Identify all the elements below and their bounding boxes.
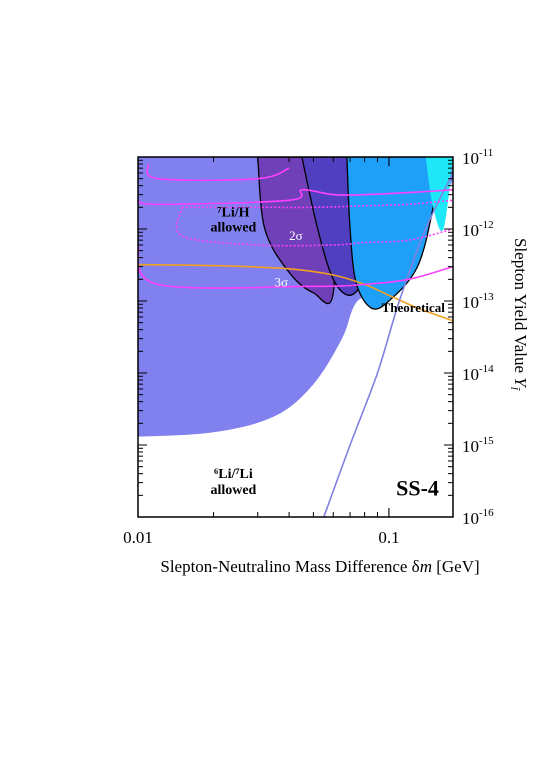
curve-0 [138, 263, 453, 322]
y-tick-label: 10-11 [462, 147, 493, 168]
region-3 [346, 157, 441, 310]
y-tick-label: 10-12 [462, 219, 494, 240]
axis-ticks [137, 156, 453, 518]
curve-5 [138, 188, 453, 206]
curve-6 [146, 163, 290, 182]
allowed-regions [138, 157, 453, 437]
x-tick-label: 0.01 [123, 528, 153, 547]
annotation-li7: ⁷Li/H allowed [210, 205, 256, 235]
y-tick-label: 10-14 [462, 363, 494, 384]
y-axis-label: Slepton Yield Value Yl̃ [508, 238, 530, 392]
x-axis-label: Slepton-Neutralino Mass Difference δm [G… [160, 557, 479, 576]
annotation-sigma3: 3σ [275, 274, 289, 289]
region-4 [425, 157, 453, 232]
annotation-theoretical: Theoretical [382, 300, 446, 315]
annotation-model: SS-4 [396, 475, 439, 500]
curve-1 [323, 172, 453, 517]
tick-labels: 0.01 0.1 10-11 10-12 10-13 10-14 10-15 10-16 [123, 147, 494, 547]
annotation-sigma2: 2σ [289, 228, 303, 243]
plot-frame [137, 156, 454, 518]
curves [138, 163, 453, 517]
annotation-li6: ⁶Li/⁷Li allowed [210, 467, 256, 498]
annotations: ⁷Li/H allowed 2σ 3σ Theoretical ⁶Li/⁷Li allowe… [210, 205, 445, 500]
curve-4 [138, 244, 453, 289]
y-tick-label: 10-15 [462, 435, 494, 456]
curve-3 [182, 199, 453, 209]
y-tick-label: 10-13 [462, 291, 494, 312]
y-tick-label: 10-16 [462, 507, 494, 528]
x-tick-label: 0.1 [378, 528, 399, 547]
